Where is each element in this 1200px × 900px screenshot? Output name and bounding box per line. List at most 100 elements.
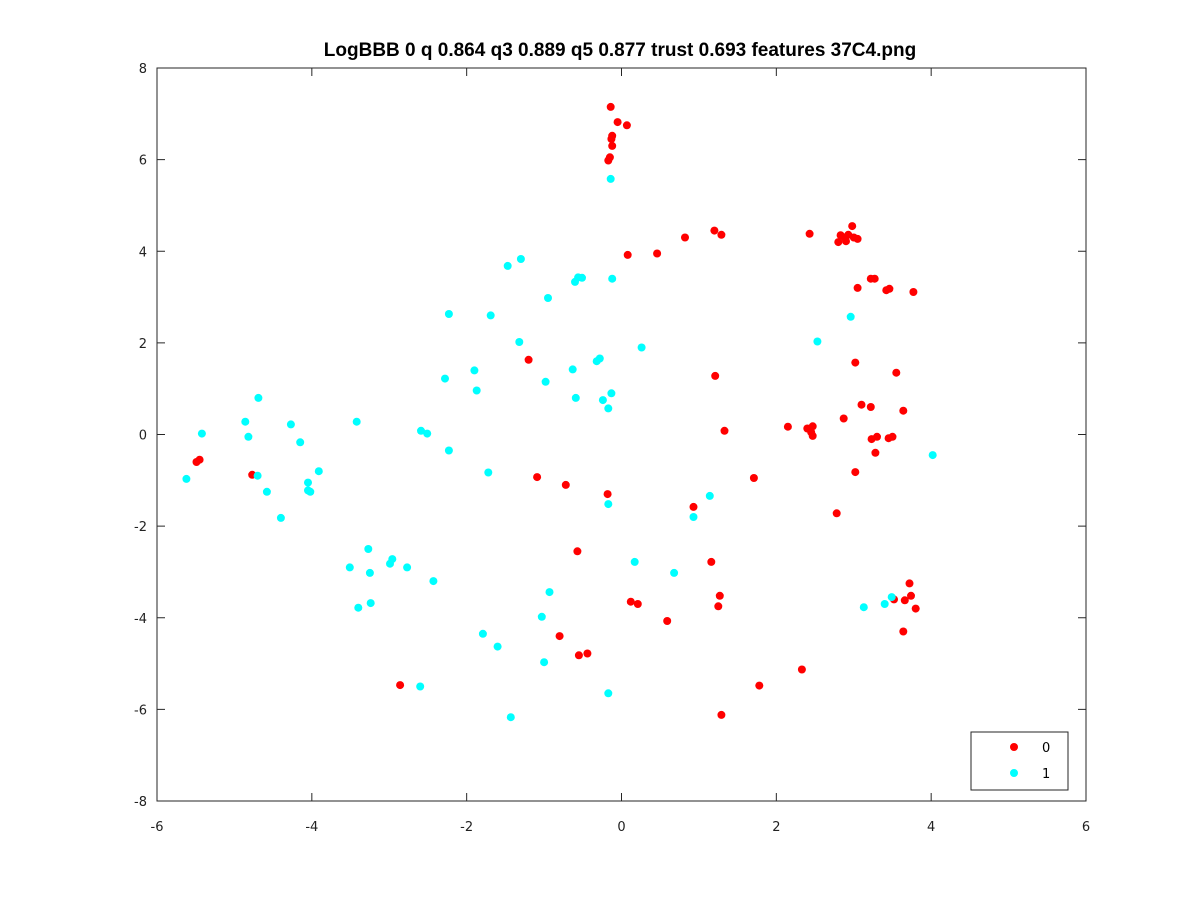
data-point-series-0 bbox=[195, 455, 204, 464]
data-point-series-1 bbox=[296, 438, 305, 447]
data-point-series-1 bbox=[470, 366, 479, 375]
data-point-series-0 bbox=[909, 288, 918, 296]
data-point-series-0 bbox=[681, 233, 689, 242]
data-point-series-0 bbox=[892, 368, 901, 377]
data-point-series-1 bbox=[276, 513, 285, 522]
data-point-series-0 bbox=[832, 509, 841, 518]
data-point-series-1 bbox=[429, 577, 438, 586]
data-point-series-0 bbox=[574, 651, 583, 660]
data-point-series-1 bbox=[630, 557, 639, 566]
x-tick-label: 4 bbox=[927, 820, 935, 835]
data-point-series-1 bbox=[486, 311, 495, 320]
data-point-series-1 bbox=[314, 467, 323, 476]
legend: 0 1 bbox=[970, 731, 1069, 791]
x-tick-label: -2 bbox=[460, 820, 473, 835]
data-point-series-1 bbox=[537, 612, 546, 621]
x-tick-label: 2 bbox=[772, 820, 780, 835]
data-point-series-1 bbox=[364, 545, 373, 553]
data-point-series-1 bbox=[515, 338, 524, 346]
data-point-series-0 bbox=[899, 627, 908, 636]
data-point-series-0 bbox=[689, 502, 698, 511]
data-point-series-0 bbox=[604, 156, 613, 165]
data-point-series-1 bbox=[345, 563, 354, 572]
data-point-series-0 bbox=[717, 710, 726, 719]
data-point-series-1 bbox=[670, 568, 679, 577]
data-point-series-0 bbox=[533, 473, 542, 482]
data-point-series-1 bbox=[846, 312, 855, 321]
data-point-series-1 bbox=[608, 274, 617, 283]
y-tick-label: 4 bbox=[139, 245, 147, 260]
data-point-series-1 bbox=[444, 446, 453, 455]
data-point-series-0 bbox=[653, 249, 662, 258]
data-point-series-0 bbox=[857, 400, 866, 409]
x-tick-label: 6 bbox=[1082, 820, 1090, 835]
data-point-series-0 bbox=[808, 431, 817, 440]
y-tick-label: -2 bbox=[134, 520, 147, 535]
data-point-series-0 bbox=[783, 422, 792, 431]
data-point-series-0 bbox=[851, 468, 860, 477]
data-point-series-0 bbox=[853, 283, 862, 292]
data-point-series-1 bbox=[544, 294, 552, 302]
legend-marker-0 bbox=[1010, 743, 1018, 751]
y-tick-label: 8 bbox=[139, 62, 147, 77]
data-point-series-1 bbox=[887, 593, 896, 602]
data-point-series-1 bbox=[604, 404, 613, 413]
data-point-series-1 bbox=[444, 310, 453, 318]
x-tick-label: 0 bbox=[617, 820, 625, 835]
axes-box bbox=[156, 67, 1087, 802]
data-point-series-1 bbox=[880, 600, 889, 608]
data-point-series-0 bbox=[853, 234, 862, 243]
data-point-series-1 bbox=[493, 642, 502, 651]
data-point-series-0 bbox=[561, 480, 570, 489]
data-point-series-0 bbox=[834, 238, 843, 247]
data-point-series-1 bbox=[386, 559, 394, 568]
data-point-series-0 bbox=[707, 557, 716, 566]
y-tick-label: -8 bbox=[134, 795, 147, 810]
data-point-series-0 bbox=[851, 358, 860, 367]
data-points bbox=[182, 102, 937, 722]
y-tick-label: 6 bbox=[139, 154, 147, 169]
data-point-series-1 bbox=[254, 393, 263, 402]
x-tick-label: -4 bbox=[305, 820, 318, 835]
data-point-series-1 bbox=[472, 386, 481, 395]
data-point-series-0 bbox=[871, 448, 880, 457]
data-point-series-0 bbox=[749, 474, 758, 482]
data-point-series-1 bbox=[541, 377, 550, 386]
data-point-series-1 bbox=[306, 487, 315, 496]
data-point-series-0 bbox=[885, 284, 894, 293]
data-point-series-1 bbox=[244, 432, 253, 441]
data-point-series-1 bbox=[197, 429, 206, 438]
data-point-series-1 bbox=[604, 500, 613, 509]
legend-label-1: 1 bbox=[1042, 767, 1050, 782]
data-point-series-1 bbox=[637, 343, 646, 352]
data-point-series-1 bbox=[545, 588, 554, 597]
data-point-series-1 bbox=[506, 713, 515, 722]
data-point-series-0 bbox=[842, 237, 850, 246]
legend-marker-1 bbox=[1010, 769, 1018, 777]
data-point-series-1 bbox=[416, 682, 425, 691]
data-point-series-0 bbox=[663, 617, 672, 625]
data-point-series-0 bbox=[900, 596, 909, 605]
data-point-series-0 bbox=[606, 102, 615, 111]
chart-title: LogBBB 0 q 0.864 q3 0.889 q5 0.877 trust… bbox=[324, 40, 916, 61]
data-point-series-1 bbox=[403, 563, 412, 572]
data-point-series-0 bbox=[715, 591, 724, 600]
data-point-series-1 bbox=[441, 374, 449, 383]
data-point-series-1 bbox=[417, 426, 425, 435]
data-point-series-1 bbox=[253, 471, 262, 480]
data-point-series-1 bbox=[366, 599, 375, 608]
data-point-series-1 bbox=[606, 174, 615, 183]
data-point-series-0 bbox=[524, 355, 533, 364]
data-point-series-0 bbox=[911, 604, 920, 613]
data-point-series-1 bbox=[182, 474, 191, 483]
data-point-series-0 bbox=[603, 490, 612, 499]
data-point-series-0 bbox=[866, 403, 875, 411]
axis-ticks: -6 -4 -2 0 2 4 6 -8 -6 -4 -2 0 2 4 6 8 bbox=[134, 62, 1090, 835]
y-tick-label: 2 bbox=[139, 337, 147, 352]
data-point-series-0 bbox=[870, 274, 879, 283]
data-point-series-0 bbox=[622, 121, 631, 130]
data-point-series-1 bbox=[423, 429, 432, 438]
data-point-series-1 bbox=[598, 396, 607, 405]
data-point-series-1 bbox=[365, 568, 374, 577]
data-point-series-1 bbox=[262, 487, 271, 496]
